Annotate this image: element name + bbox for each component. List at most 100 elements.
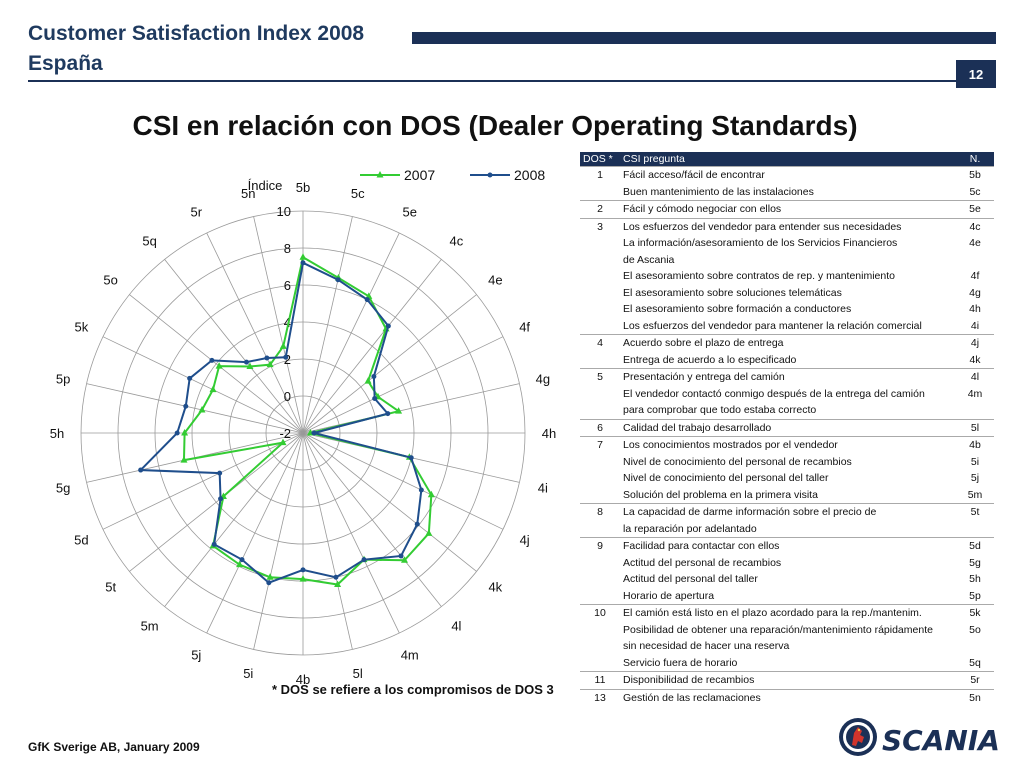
data-point — [217, 470, 223, 476]
table-row: 5 Presentación y entrega del camión 4l — [580, 368, 994, 386]
legend-marker — [376, 171, 384, 178]
grid-spoke — [102, 432, 304, 530]
data-point — [283, 354, 289, 360]
question-cell: El camión está listo en el plazo acordad… — [620, 604, 956, 622]
data-point — [361, 557, 367, 563]
legend-marker — [487, 172, 493, 178]
code-cell: 5b — [956, 166, 994, 184]
dos-group-cell: 6 — [580, 418, 620, 437]
legend-label: 2007 — [404, 167, 435, 183]
category-label: 4m — [401, 648, 419, 663]
data-point — [398, 553, 404, 559]
data-point — [138, 467, 144, 473]
code-cell: 5t — [956, 503, 994, 521]
table-row: 11 Disponibilidad de recambios 5r — [580, 671, 994, 689]
code-cell: 5q — [969, 656, 981, 669]
table-row: El asesoramiento sobre contratos de rep.… — [580, 268, 994, 285]
code-cell: 4f — [970, 270, 980, 283]
tick-label: 10 — [277, 204, 291, 219]
table-row: Nivel de conocimiento del personal de re… — [580, 454, 994, 471]
grid-spoke — [302, 432, 504, 530]
category-label: 5l — [353, 666, 363, 681]
table-row: Buen mantenimiento de las instalaciones 5… — [580, 184, 994, 201]
dos-group-cell: 5 — [580, 368, 620, 386]
dos-group-cell: 7 — [580, 436, 620, 454]
grid-spoke — [206, 432, 304, 634]
question-cell: El asesoramiento sobre contratos de rep.… — [623, 270, 895, 283]
data-point — [364, 297, 370, 303]
data-point — [243, 359, 249, 365]
question-cell: Presentación y entrega del camión — [620, 368, 956, 386]
grid-spoke — [164, 432, 304, 607]
question-cell: sin necesidad de hacer una reserva — [623, 640, 790, 653]
question-cell: El asesoramiento sobre formación a condu… — [623, 303, 852, 316]
dos-group-cell — [580, 555, 620, 572]
category-label: 5d — [74, 533, 88, 548]
category-label: 5i — [243, 666, 253, 681]
category-label: 5b — [296, 180, 310, 195]
question-cell: Actitud del personal del taller — [623, 573, 758, 586]
dos-group-cell: 10 — [580, 604, 620, 622]
data-point — [364, 377, 372, 384]
dos-group-cell: 9 — [580, 537, 620, 555]
brand-logo-text: SCANIA — [882, 724, 1000, 757]
category-label: 5e — [403, 204, 417, 219]
data-point — [385, 411, 391, 417]
data-point — [311, 430, 317, 436]
question-cell: Nivel de conocimiento del personal del t… — [623, 472, 829, 485]
category-label: 5q — [142, 234, 156, 249]
data-point — [401, 556, 409, 563]
dos-group-cell — [580, 386, 620, 403]
grid-spoke — [102, 336, 304, 434]
grid-spoke — [302, 232, 400, 434]
dos-group-cell — [580, 638, 620, 655]
grid-spoke — [302, 432, 442, 607]
dos-group-cell — [580, 252, 620, 269]
question-cell: Calidad del trabajo desarrollado — [620, 418, 956, 437]
table-row: Servicio fuera de horario 5q — [580, 655, 994, 672]
data-point — [174, 430, 180, 436]
dos-group-cell — [580, 588, 620, 605]
data-point — [427, 490, 435, 498]
table-row: Posibilidad de obtener una reparación/ma… — [580, 622, 994, 639]
table-row: La información/asesoramiento de los Serv… — [580, 235, 994, 252]
table-row: 8 La capacidad de darme información sobre… — [580, 503, 994, 521]
data-point — [211, 541, 217, 547]
data-point — [371, 373, 377, 379]
grid-spoke — [302, 336, 504, 434]
code-cell: 5l — [956, 418, 994, 437]
dos-group-cell — [580, 454, 620, 471]
table-row: Actitud del personal del taller 5h — [580, 571, 994, 588]
category-label: 4l — [451, 618, 461, 633]
grid-spoke — [129, 294, 304, 434]
data-point — [418, 487, 424, 493]
category-label: 5m — [141, 618, 159, 633]
data-point — [215, 362, 223, 369]
dos-group-cell — [580, 402, 620, 419]
table-row: de Ascania — [580, 252, 994, 269]
code-cell: 5o — [969, 623, 981, 636]
axis-label: Índice — [248, 178, 283, 193]
category-label: 4k — [488, 579, 502, 594]
header-bar — [412, 32, 996, 44]
code-cell: 5r — [956, 671, 994, 689]
data-point — [300, 260, 306, 266]
table-row: sin necesidad de hacer una reserva — [580, 638, 994, 655]
data-point — [246, 362, 254, 369]
code-cell: 4c — [956, 217, 994, 235]
question-cell: Disponibilidad de recambios — [620, 671, 956, 689]
category-label: 5j — [191, 648, 201, 663]
data-point — [334, 580, 342, 588]
data-point — [414, 521, 420, 527]
code-cell: 5g — [969, 556, 981, 569]
data-point — [372, 395, 378, 401]
table-row: El asesoramiento sobre soluciones telemá… — [580, 285, 994, 302]
data-point — [181, 429, 189, 436]
data-point — [300, 567, 306, 573]
table-row: 13 Gestión de las reclamaciones 5n — [580, 688, 994, 706]
dos-group-cell: 13 — [580, 688, 620, 706]
table-header-row: DOS * CSI pregunta N. — [580, 152, 994, 167]
code-cell: 5c — [969, 185, 981, 198]
data-point — [279, 342, 287, 349]
table-row: 10 El camión está listo en el plazo acord… — [580, 604, 994, 622]
